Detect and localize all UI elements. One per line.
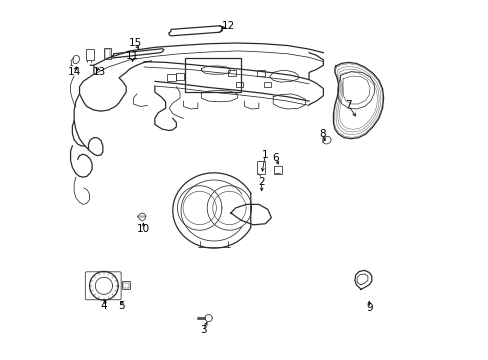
Text: 10: 10 [137,225,150,234]
Bar [264,82,271,87]
Text: 8: 8 [319,129,325,139]
Text: 11: 11 [126,51,139,61]
Text: 12: 12 [221,21,235,31]
Bar [228,69,236,76]
Text: 13: 13 [92,67,106,77]
Bar [167,74,176,81]
Text: 7: 7 [345,100,351,111]
Bar [257,69,264,76]
Text: 1: 1 [262,150,268,160]
Text: 5: 5 [118,301,125,311]
Text: 6: 6 [272,153,279,163]
Bar [235,82,242,87]
Bar [176,73,183,80]
Text: 14: 14 [67,67,81,77]
Text: 15: 15 [128,38,142,48]
Text: 3: 3 [200,325,206,335]
Text: 4: 4 [101,301,107,311]
Text: 2: 2 [258,177,264,187]
Text: 9: 9 [365,303,372,314]
